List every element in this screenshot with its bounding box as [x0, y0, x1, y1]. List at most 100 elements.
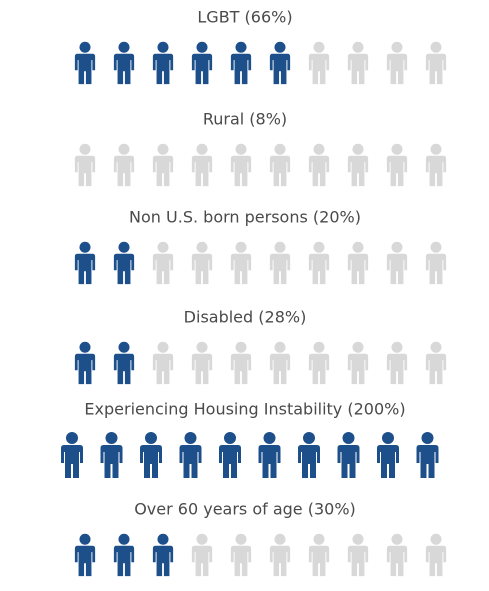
person-icon-empty — [230, 341, 252, 385]
person-icon-empty — [191, 341, 213, 385]
person-icon-filled — [152, 41, 174, 85]
head — [157, 533, 169, 545]
body — [386, 353, 408, 385]
person-icon-empty — [152, 341, 174, 385]
head — [196, 143, 208, 155]
person-icon-empty — [152, 241, 174, 285]
body — [74, 155, 96, 187]
person-icon-empty — [191, 533, 213, 577]
head — [79, 341, 91, 353]
body — [298, 445, 320, 478]
person-icon-empty — [347, 41, 369, 85]
head — [235, 241, 247, 253]
person-icon-filled — [74, 341, 96, 385]
person-icon-empty — [308, 341, 330, 385]
body — [308, 155, 330, 187]
person-icon-empty — [308, 143, 330, 187]
head — [313, 533, 325, 545]
person-icon-empty — [269, 143, 291, 187]
person-icon-filled — [140, 432, 162, 478]
body — [347, 253, 369, 285]
person-icon-empty — [308, 41, 330, 85]
body — [386, 253, 408, 285]
body — [425, 353, 447, 385]
body — [425, 53, 447, 85]
person-icon-filled — [416, 432, 439, 478]
body — [152, 155, 174, 187]
person-icon-empty — [425, 143, 447, 187]
head — [79, 143, 91, 155]
head — [274, 241, 286, 253]
head — [391, 41, 403, 53]
person-icon-empty — [308, 241, 330, 285]
body — [269, 53, 291, 85]
person-icon-empty — [386, 143, 408, 187]
head — [224, 432, 236, 444]
body — [308, 353, 330, 385]
head — [118, 241, 130, 253]
head — [430, 241, 442, 253]
body — [74, 545, 96, 577]
person-icon-empty — [347, 143, 369, 187]
person-icon-filled — [74, 241, 96, 285]
person-icon-empty — [269, 341, 291, 385]
person-icon-empty — [113, 143, 135, 187]
row-label: Non U.S. born persons (20%) — [129, 208, 361, 227]
person-icon-filled — [191, 41, 213, 85]
head — [235, 41, 247, 53]
person-icon-empty — [347, 241, 369, 285]
person-icon-filled — [113, 41, 135, 85]
head — [382, 432, 394, 444]
body — [269, 353, 291, 385]
head — [196, 241, 208, 253]
body — [347, 53, 369, 85]
body — [386, 545, 408, 577]
person-icon-filled — [113, 241, 135, 285]
head — [263, 432, 276, 444]
head — [352, 241, 364, 253]
head — [235, 533, 247, 545]
body — [219, 445, 241, 478]
person-icon-filled — [74, 533, 96, 577]
person-icon-empty — [191, 241, 213, 285]
head — [352, 533, 364, 545]
person-icon-filled — [100, 432, 123, 478]
person-icon-filled — [74, 41, 96, 85]
person-icon-empty — [425, 341, 447, 385]
head — [79, 241, 91, 253]
body — [191, 253, 213, 285]
body — [74, 353, 96, 385]
row-label: LGBT (66%) — [197, 8, 292, 27]
body — [386, 53, 408, 85]
body — [377, 445, 399, 478]
head — [352, 341, 364, 353]
head — [274, 143, 286, 155]
body — [61, 445, 83, 478]
person-icon-empty — [230, 533, 252, 577]
body — [337, 445, 360, 478]
head — [79, 41, 91, 53]
body — [113, 353, 135, 385]
body — [152, 253, 174, 285]
person-icon-empty — [152, 143, 174, 187]
body — [140, 445, 162, 478]
body — [191, 53, 213, 85]
person-icon-filled — [61, 432, 83, 478]
head — [184, 432, 197, 444]
person-icon-empty — [425, 241, 447, 285]
head — [235, 341, 247, 353]
body — [230, 353, 252, 385]
head — [313, 143, 325, 155]
row-label: Disabled (28%) — [184, 308, 307, 327]
body — [113, 253, 135, 285]
head — [157, 341, 169, 353]
body — [113, 545, 135, 577]
row-label: Rural (8%) — [203, 110, 287, 129]
person-icon-empty — [230, 241, 252, 285]
head — [313, 341, 325, 353]
person-icon-empty — [308, 533, 330, 577]
body — [152, 545, 174, 577]
head — [157, 143, 169, 155]
head — [118, 533, 130, 545]
